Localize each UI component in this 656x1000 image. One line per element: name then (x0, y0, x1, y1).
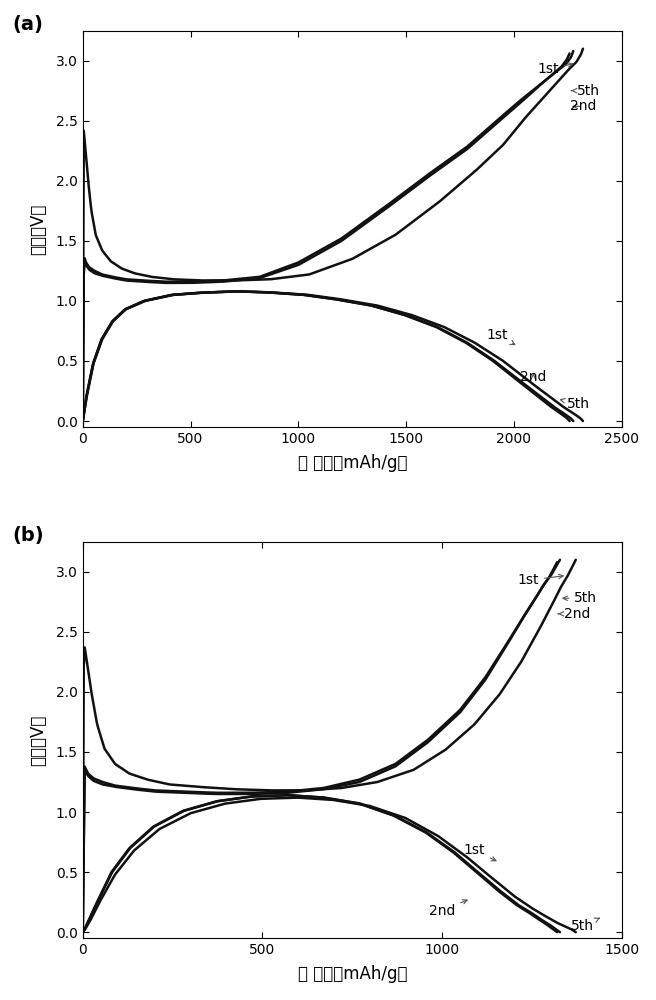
Text: 1st: 1st (518, 573, 563, 587)
Text: 2nd: 2nd (570, 99, 596, 113)
Text: 1st: 1st (538, 62, 573, 76)
Text: (a): (a) (12, 15, 43, 34)
Text: 5th: 5th (563, 591, 598, 605)
Text: 2nd: 2nd (520, 370, 546, 384)
Text: 2nd: 2nd (558, 607, 590, 621)
Text: 5th: 5th (571, 84, 600, 98)
X-axis label: 比 容量（mAh/g）: 比 容量（mAh/g） (298, 454, 407, 472)
Text: 1st: 1st (486, 328, 515, 345)
X-axis label: 比 容量（mAh/g）: 比 容量（mAh/g） (298, 965, 407, 983)
Y-axis label: 电压（V）: 电压（V） (30, 203, 48, 255)
Text: (b): (b) (12, 526, 45, 545)
Text: 1st: 1st (464, 843, 496, 861)
Text: 5th: 5th (571, 918, 600, 933)
Y-axis label: 电压（V）: 电压（V） (30, 714, 48, 766)
Text: 5th: 5th (560, 397, 590, 411)
Text: 2nd: 2nd (429, 900, 467, 918)
